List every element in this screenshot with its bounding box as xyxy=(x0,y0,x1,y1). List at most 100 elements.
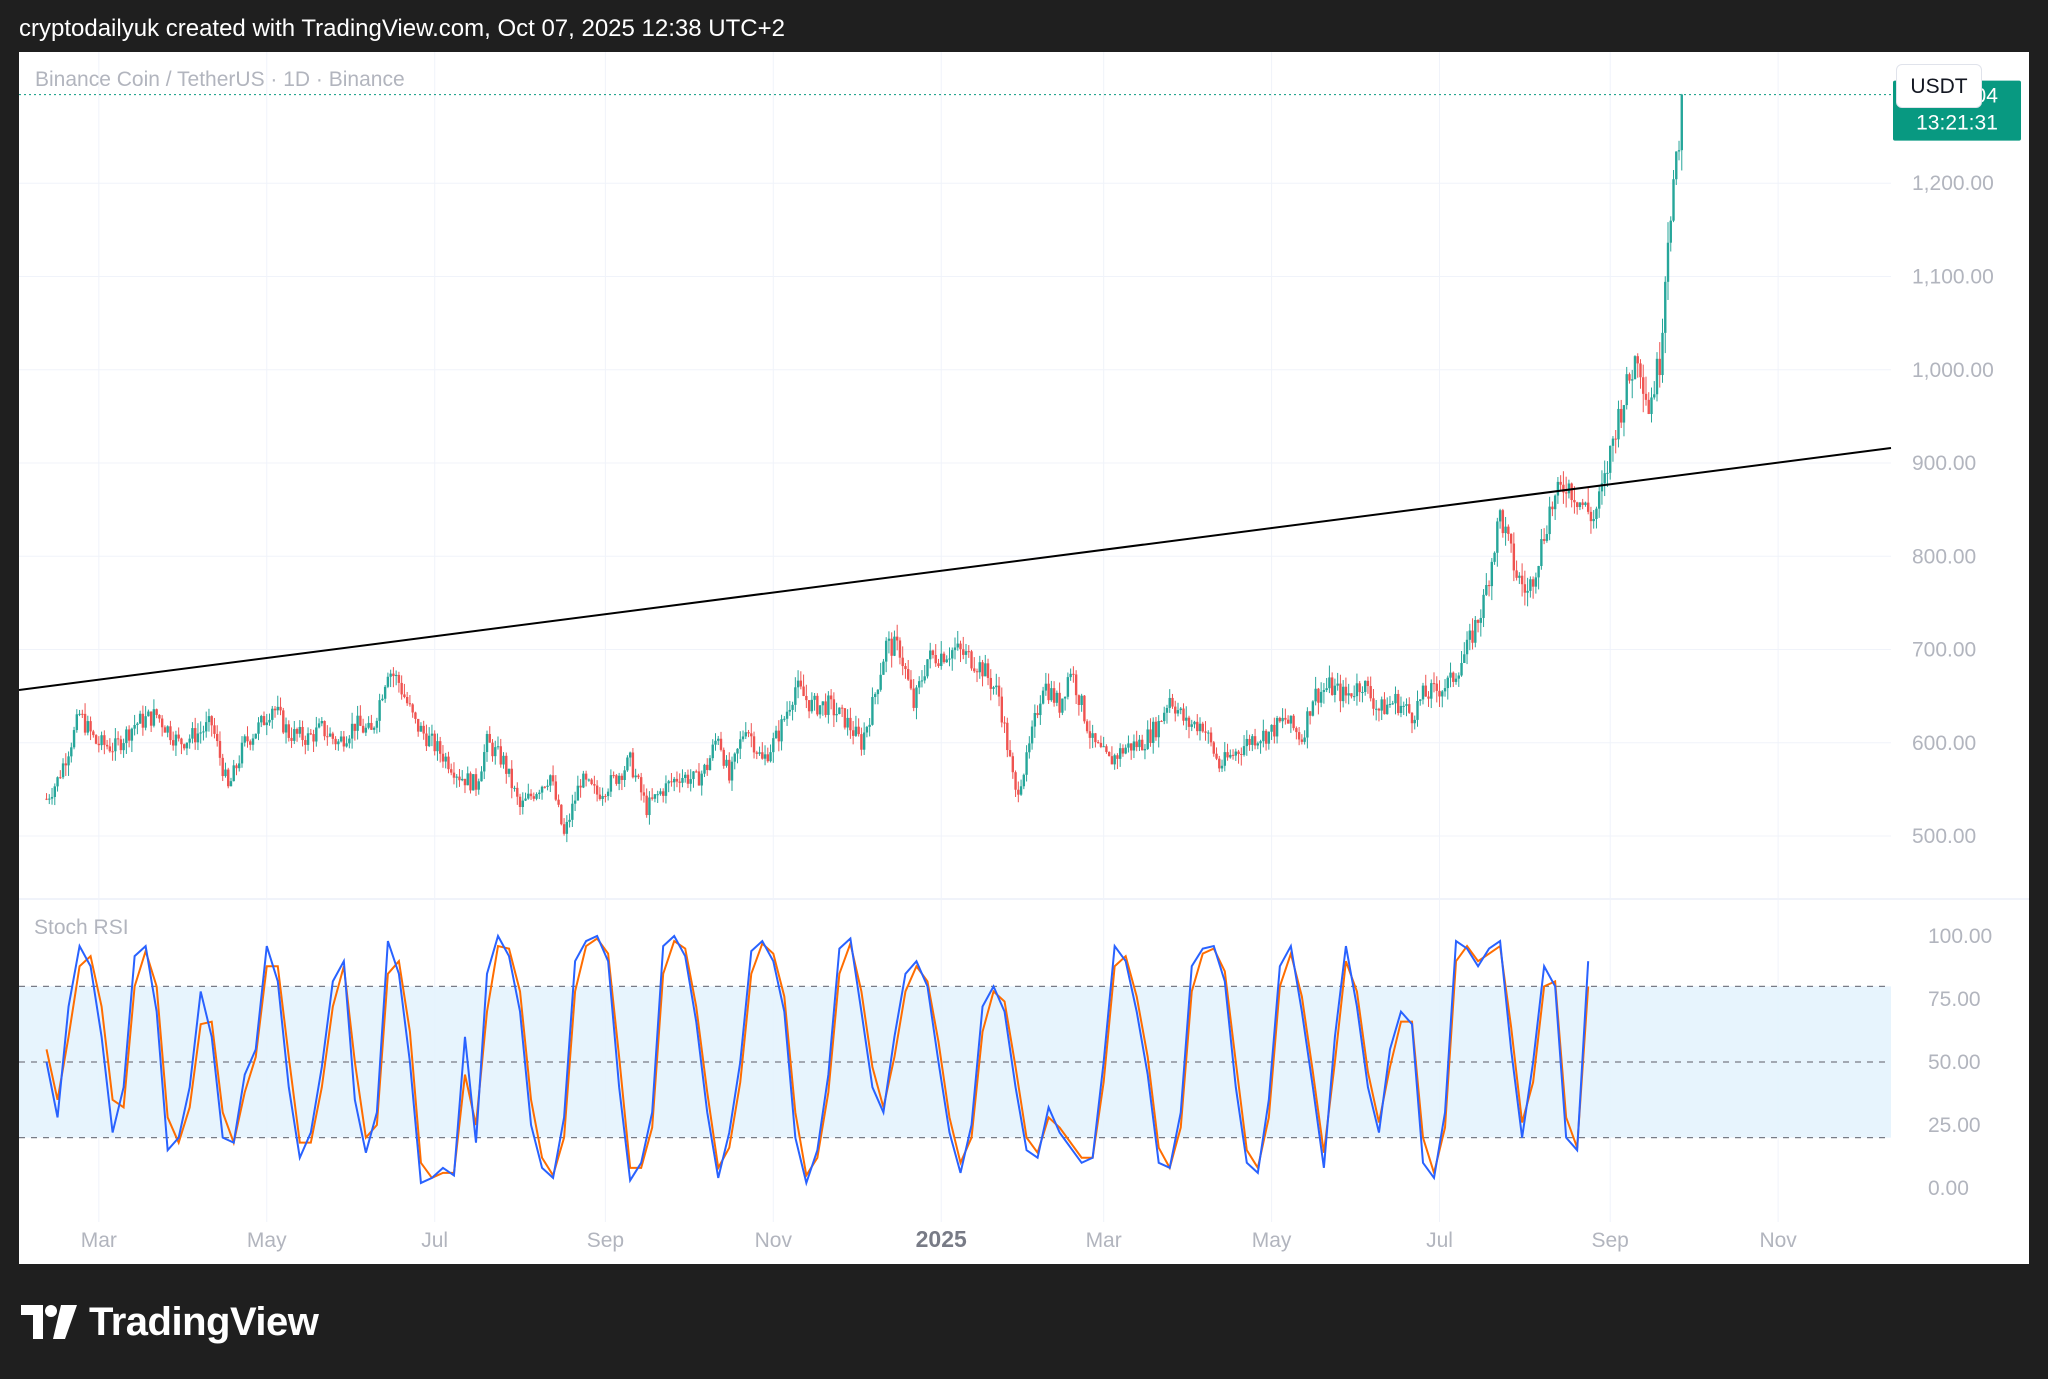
candle-body xyxy=(1124,747,1127,754)
candle-body xyxy=(1584,502,1587,506)
candle-body xyxy=(229,781,233,787)
candle-body xyxy=(1468,630,1471,640)
candle-body xyxy=(1520,575,1524,585)
candle-body xyxy=(728,759,731,781)
currency-button[interactable]: USDT xyxy=(1896,64,1982,108)
candle-body xyxy=(279,706,282,711)
candle-body xyxy=(769,752,772,762)
candle-body xyxy=(648,797,651,816)
candle-body xyxy=(416,718,420,732)
candle-body xyxy=(331,733,335,739)
candle-body xyxy=(758,752,761,754)
candle-body xyxy=(653,794,657,799)
candle-body xyxy=(1314,688,1317,702)
candle-body xyxy=(45,798,48,800)
candle-body xyxy=(1380,699,1383,711)
candle-body xyxy=(61,763,65,778)
candle-body xyxy=(1672,179,1675,221)
candle-body xyxy=(1410,712,1414,724)
symbol-label[interactable]: Binance Coin / TetherUS · 1D · Binance xyxy=(35,68,405,91)
candle-body xyxy=(474,774,478,790)
candle-body xyxy=(1129,743,1133,751)
candle-body xyxy=(1011,756,1015,773)
candle-body xyxy=(1432,683,1436,685)
candle-body xyxy=(562,824,566,834)
candle-body xyxy=(155,709,158,715)
stoch-rsi-label[interactable]: Stoch RSI xyxy=(34,916,129,939)
candle-body xyxy=(1573,500,1576,503)
candle-body xyxy=(942,653,946,663)
candle-body xyxy=(576,785,580,801)
candle-body xyxy=(1154,721,1158,738)
candle-body xyxy=(1278,717,1282,722)
candle-body xyxy=(64,763,67,766)
candle-body xyxy=(849,717,852,731)
candle-body xyxy=(1633,356,1637,380)
candle-body xyxy=(171,740,175,746)
candle-body xyxy=(840,707,844,709)
candle-body xyxy=(1438,690,1441,697)
candle-body xyxy=(469,773,472,791)
candle-body xyxy=(582,773,585,788)
candle-body xyxy=(1416,700,1419,720)
candle-body xyxy=(1586,502,1590,512)
tradingview-logo[interactable]: TradingView xyxy=(21,1300,319,1344)
candle-body xyxy=(513,787,516,789)
candle-body xyxy=(571,803,574,820)
candle-body xyxy=(1545,534,1549,541)
candle-body xyxy=(414,712,417,719)
candle-body xyxy=(317,723,321,728)
candle-body xyxy=(1578,502,1582,508)
candle-body xyxy=(945,659,948,663)
candle-body xyxy=(1383,699,1386,715)
chart-area[interactable]: 1,295.0413:21:31500.00600.00700.00800.00… xyxy=(19,52,2029,1264)
candle-body xyxy=(1592,518,1595,522)
candle-body xyxy=(1504,526,1507,534)
candle-body xyxy=(180,738,183,745)
candle-body xyxy=(458,776,461,781)
candle-body xyxy=(1245,738,1249,747)
candle-body xyxy=(452,772,456,778)
candle-body xyxy=(1196,721,1199,732)
candle-body xyxy=(207,716,211,723)
candle-body xyxy=(1085,721,1089,732)
candle-body xyxy=(1127,743,1130,748)
candle-body xyxy=(1647,399,1650,414)
candle-body xyxy=(634,775,637,778)
candle-body xyxy=(904,666,907,670)
candle-body xyxy=(1537,566,1540,578)
candle-body xyxy=(937,663,940,667)
candle-body xyxy=(805,695,808,701)
candle-body xyxy=(152,709,156,726)
candle-body xyxy=(1562,484,1565,493)
candle-body xyxy=(989,677,992,689)
candle-body xyxy=(480,771,483,782)
candle-body xyxy=(1344,686,1348,696)
candle-body xyxy=(593,784,596,786)
candle-body xyxy=(788,709,792,712)
candle-body xyxy=(1215,753,1218,759)
candle-body xyxy=(1507,526,1510,534)
price-tick-label: 600.00 xyxy=(1912,732,1976,755)
price-chart-svg[interactable]: 1,295.0413:21:31500.00600.00700.00800.00… xyxy=(19,52,2029,1264)
price-tick-label: 500.00 xyxy=(1912,825,1976,848)
candle-body xyxy=(141,713,145,728)
candle-body xyxy=(1399,705,1403,714)
candle-body xyxy=(780,719,783,742)
candle-body xyxy=(1620,408,1623,423)
candle-body xyxy=(1518,575,1521,578)
candle-body xyxy=(405,696,409,704)
candle-body xyxy=(973,668,976,672)
candle-body xyxy=(160,718,164,728)
stoch-tick-label: 100.00 xyxy=(1928,925,1992,948)
candle-body xyxy=(430,733,434,736)
candle-body xyxy=(1487,585,1491,587)
candle-body xyxy=(1165,707,1169,713)
candle-body xyxy=(1039,703,1042,716)
candle-body xyxy=(1052,688,1056,703)
candle-body xyxy=(1182,708,1185,721)
candle-body xyxy=(1421,685,1425,700)
candle-body xyxy=(1653,394,1656,398)
candle-body xyxy=(639,777,643,793)
candle-body xyxy=(240,742,244,764)
